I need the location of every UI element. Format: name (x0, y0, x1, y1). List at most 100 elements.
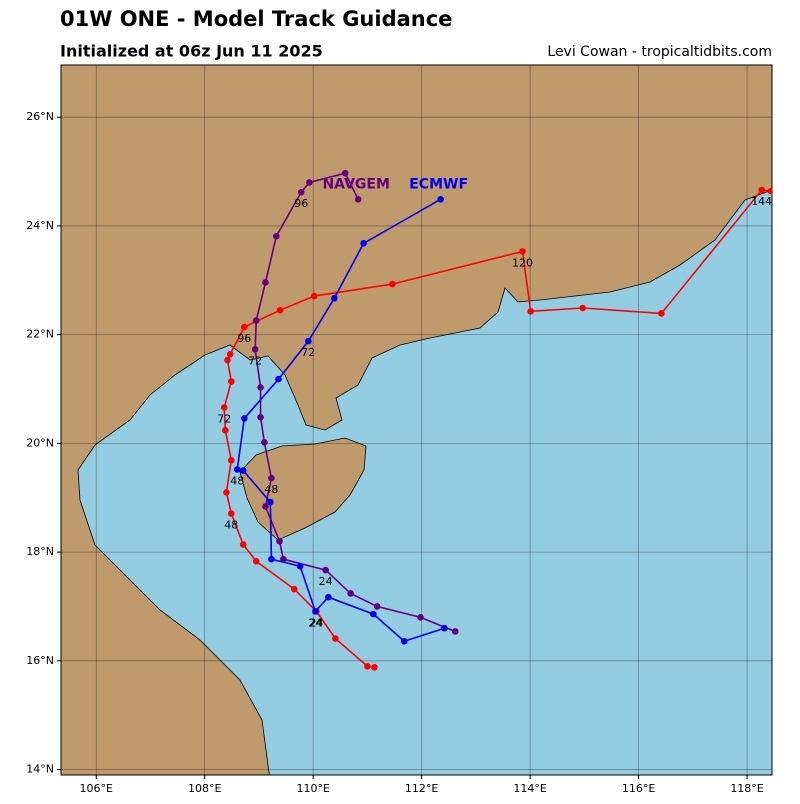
track-point (261, 438, 268, 446)
track-point (252, 317, 260, 324)
y-tick-label: 22°N (26, 328, 54, 341)
track-point (262, 503, 269, 510)
track-point (296, 562, 304, 570)
track-point (227, 456, 235, 464)
hour-label: 96 (237, 332, 251, 345)
y-tick-label: 18°N (26, 545, 54, 558)
y-tick-label: 16°N (26, 654, 54, 667)
track-point (276, 537, 283, 545)
track-point (354, 195, 362, 203)
track-point (331, 294, 338, 302)
track-point (310, 292, 318, 300)
track-point (312, 608, 319, 615)
track-point (268, 474, 275, 482)
track-point (389, 280, 396, 288)
sea (77, 189, 772, 775)
x-tick-label: 110°E (296, 782, 329, 795)
track-point (347, 590, 354, 597)
x-tick-label: 114°E (513, 782, 546, 795)
track-point (280, 555, 287, 563)
track-point (252, 558, 260, 565)
track-point (275, 375, 282, 383)
x-tick-label: 118°E (730, 782, 763, 795)
track-point (220, 404, 228, 411)
track-point (239, 467, 247, 474)
hour-label: 72 (217, 412, 231, 425)
track-point (224, 356, 231, 364)
hour-label: 48 (264, 483, 278, 496)
grid (61, 65, 772, 775)
track-point (364, 662, 371, 670)
track-point (233, 466, 241, 473)
track-point (758, 186, 765, 194)
track-point (441, 624, 448, 632)
hour-label: 48 (230, 474, 244, 487)
x-tick-label: 106°E (80, 782, 113, 795)
hour-label: 24 (309, 616, 323, 629)
title: 01W ONE - Model Track Guidance (60, 7, 452, 31)
track-point (451, 628, 459, 635)
x-tick-label: 108°E (188, 782, 221, 795)
track-point (400, 637, 408, 645)
hour-label: 24 (308, 616, 322, 629)
track-point (226, 350, 234, 358)
hour-label: 72 (301, 346, 315, 359)
plot-frame (60, 64, 773, 776)
track-point (227, 378, 235, 385)
map-base (61, 65, 772, 775)
track-point (276, 306, 284, 314)
track-point (251, 346, 259, 353)
track-point (268, 555, 275, 563)
hour-label: 24 (319, 575, 333, 588)
track-point (332, 635, 339, 642)
track-point (290, 585, 298, 593)
track-point (341, 169, 349, 177)
model-label: ECMWF (409, 176, 468, 192)
y-tick-label: 20°N (26, 436, 54, 449)
model-label: NAVGEM (322, 176, 389, 192)
track-line (236, 198, 445, 643)
track-point (222, 427, 229, 434)
track-point (267, 498, 274, 506)
track-point (767, 187, 772, 195)
track-point (306, 179, 313, 186)
track-line (254, 172, 456, 633)
track-point (227, 510, 235, 517)
track-point (223, 489, 230, 496)
subtitle: Initialized at 06z Jun 11 2025 (60, 42, 323, 61)
track-point (417, 614, 424, 621)
track-point (257, 384, 264, 391)
track-point (297, 188, 305, 196)
track-point (241, 415, 248, 422)
hour-label: 72 (248, 354, 262, 367)
track-point (373, 603, 381, 610)
track-point (360, 240, 367, 247)
x-tick-label: 116°E (622, 782, 655, 795)
track-point (370, 610, 377, 618)
track-point (273, 232, 280, 240)
credit: Levi Cowan - tropicaltidbits.com (547, 44, 772, 60)
y-tick-label: 24°N (26, 219, 54, 232)
hainan-island (239, 437, 367, 541)
hour-label: 120 (512, 256, 533, 269)
track-point (239, 541, 247, 548)
track-point (519, 248, 526, 255)
track-point (257, 413, 264, 421)
y-tick-label: 26°N (26, 110, 54, 123)
hour-label: 48 (224, 519, 238, 532)
hour-label: 144 (751, 195, 772, 208)
track-point (579, 304, 587, 312)
track-point (241, 323, 248, 331)
track-point (325, 593, 332, 601)
track-point (437, 195, 444, 203)
track-point (262, 279, 269, 286)
hour-label: 96 (294, 197, 308, 210)
y-tick-label: 14°N (26, 763, 54, 776)
track-point (527, 307, 534, 315)
track-point (371, 664, 378, 671)
track-point (658, 310, 665, 317)
x-tick-label: 112°E (405, 782, 438, 795)
